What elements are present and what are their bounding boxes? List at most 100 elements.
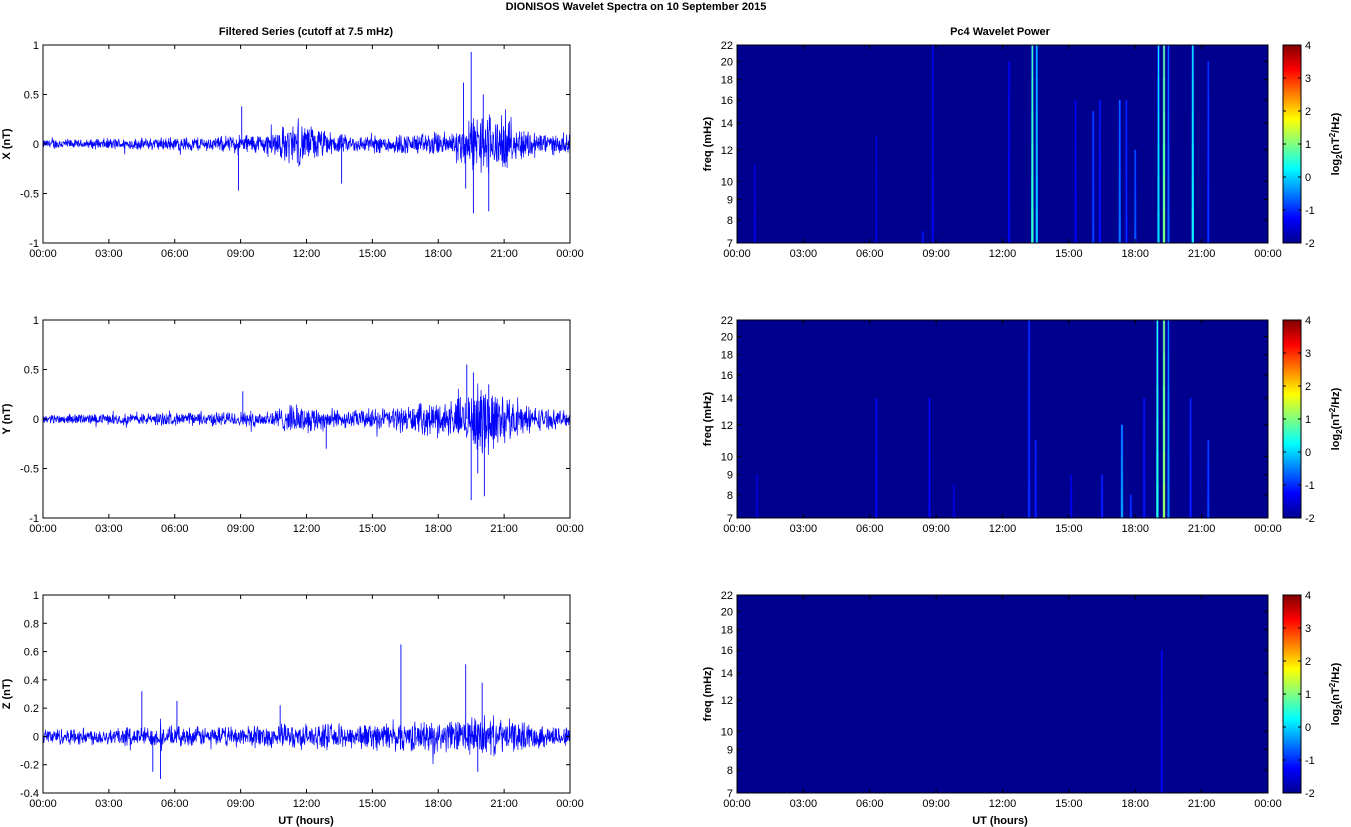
x-tick-label: 03:00 [790, 248, 818, 260]
y-tick-label: 8 [727, 765, 733, 777]
series-panel-3: -0.4 -0.2 0 0.2 0.4 0.6 0.8 1 00:00 03:00 06:00 09:… [1, 590, 584, 810]
power-streak-core [875, 135, 877, 243]
colorbar-tick-label: 3 [1305, 623, 1311, 635]
x-tick-label: 15:00 [1055, 248, 1083, 260]
series-panel-2: -1 -0.5 0 0.5 1 00:00 03:00 06:00 09:00 12:00 15:0… [1, 315, 584, 535]
x-tick-label: 00:00 [723, 798, 751, 810]
x-tick-label: 03:00 [95, 523, 123, 535]
y-tick-label: 9 [727, 195, 733, 207]
x-tick-label: 12:00 [293, 248, 321, 260]
plot-area [43, 595, 570, 793]
power-streak-core [1134, 149, 1136, 243]
y-tick-label: 12 [721, 695, 733, 707]
y-axis-label: freq (mHz) [702, 391, 714, 446]
y-tick-label: 18 [721, 625, 733, 637]
x-tick-label: 12:00 [293, 798, 321, 810]
x-tick-label: 15:00 [359, 798, 387, 810]
y-tick-label: 7 [727, 238, 733, 250]
colorbar-tick-label: 3 [1305, 348, 1311, 360]
colorbar-tick-label: 1 [1305, 414, 1311, 426]
y-tick-label: 14 [721, 393, 733, 405]
y-tick-label: 18 [721, 75, 733, 87]
colorbar-tick-label: 4 [1305, 590, 1311, 602]
y-tick-label: 7 [727, 788, 733, 800]
y-tick-label: -1 [29, 238, 39, 250]
power-streak-core [1121, 424, 1123, 518]
x-tick-label: 18:00 [424, 798, 452, 810]
y-tick-label: 16 [721, 645, 733, 657]
y-tick-label: 22 [721, 315, 733, 327]
colorbar-tick-label: -1 [1305, 755, 1315, 767]
power-streak-core [1163, 320, 1165, 518]
x-tick-label: 03:00 [95, 248, 123, 260]
y-tick-label: 0.8 [24, 618, 39, 630]
y-tick-label: -1 [29, 513, 39, 525]
x-tick-label: 21:00 [1188, 798, 1216, 810]
y-tick-label: 20 [721, 56, 733, 68]
power-streak-core [1070, 474, 1072, 518]
power-streak-core [1161, 650, 1163, 793]
colorbar-tick-label: -2 [1305, 513, 1315, 525]
y-tick-label: 0 [33, 414, 39, 426]
power-streak-core [1130, 494, 1132, 518]
y-tick-label: 0 [33, 731, 39, 743]
colorbar-tick-label: 4 [1305, 40, 1311, 52]
figure-title: DIONISOS Wavelet Spectra on 10 September… [506, 1, 767, 13]
y-tick-label: 20 [721, 331, 733, 343]
colorbar-tick-label: 2 [1305, 656, 1311, 668]
y-tick-label: -0.4 [20, 788, 39, 800]
x-tick-label: 12:00 [293, 523, 321, 535]
y-axis-label: freq (mHz) [702, 116, 714, 171]
y-tick-label: 16 [721, 370, 733, 382]
series-panel-1: -1 -0.5 0 0.5 1 00:00 03:00 06:00 09:00 12:00 15:0… [1, 40, 584, 260]
colorbar-tick-label: 1 [1305, 689, 1311, 701]
power-streak-core [922, 231, 924, 243]
y-tick-label: 16 [721, 95, 733, 107]
power-streak-core [1008, 61, 1010, 244]
power-streak-core [1101, 474, 1103, 518]
y-tick-label: -0.5 [20, 464, 39, 476]
x-tick-label: 00:00 [1254, 523, 1282, 535]
x-tick-label: 03:00 [95, 798, 123, 810]
colorbar-tick-label: 2 [1305, 106, 1311, 118]
x-tick-label: 00:00 [1254, 248, 1282, 260]
x-tick-label: 12:00 [989, 798, 1017, 810]
colorbar-tick-label: 0 [1305, 172, 1311, 184]
y-tick-label: 12 [721, 420, 733, 432]
x-tick-label: 15:00 [1055, 523, 1083, 535]
power-streak-core [1031, 45, 1033, 243]
x-tick-label: 06:00 [161, 523, 189, 535]
power-streak-core [928, 398, 931, 518]
colorbar-tick-label: -1 [1305, 205, 1315, 217]
x-tick-label: 21:00 [490, 248, 518, 260]
power-streak-core [932, 45, 934, 243]
x-tick-label: 18:00 [1121, 248, 1149, 260]
colorbar-label: log2(nT2/Hz) [1328, 112, 1344, 175]
y-tick-label: 1 [33, 590, 39, 602]
x-tick-label: 06:00 [161, 798, 189, 810]
power-streak-core [1189, 398, 1192, 518]
y-tick-label: 0.2 [24, 703, 39, 715]
x-tick-label: 09:00 [922, 523, 950, 535]
y-axis-label: Y (nT) [1, 403, 13, 434]
colorbar-tick-label: 1 [1305, 139, 1311, 151]
x-tick-label: 15:00 [359, 523, 387, 535]
x-tick-label: 15:00 [1055, 798, 1083, 810]
y-axis-label: X (nT) [1, 128, 13, 159]
y-tick-label: 14 [721, 118, 733, 130]
x-tick-label: 21:00 [490, 523, 518, 535]
power-streak-core [1074, 100, 1077, 243]
power-streak-core [1156, 320, 1158, 518]
x-tick-label: 00:00 [723, 248, 751, 260]
x-tick-label: 00:00 [29, 523, 57, 535]
colorbar-tick-label: 2 [1305, 381, 1311, 393]
spectrogram-background [737, 320, 1268, 518]
x-tick-label: 21:00 [490, 798, 518, 810]
power-streak-core [1125, 100, 1127, 243]
x-tick-label: 00:00 [556, 248, 584, 260]
colorbar-tick-label: 4 [1305, 315, 1311, 327]
x-tick-label: 03:00 [790, 798, 818, 810]
